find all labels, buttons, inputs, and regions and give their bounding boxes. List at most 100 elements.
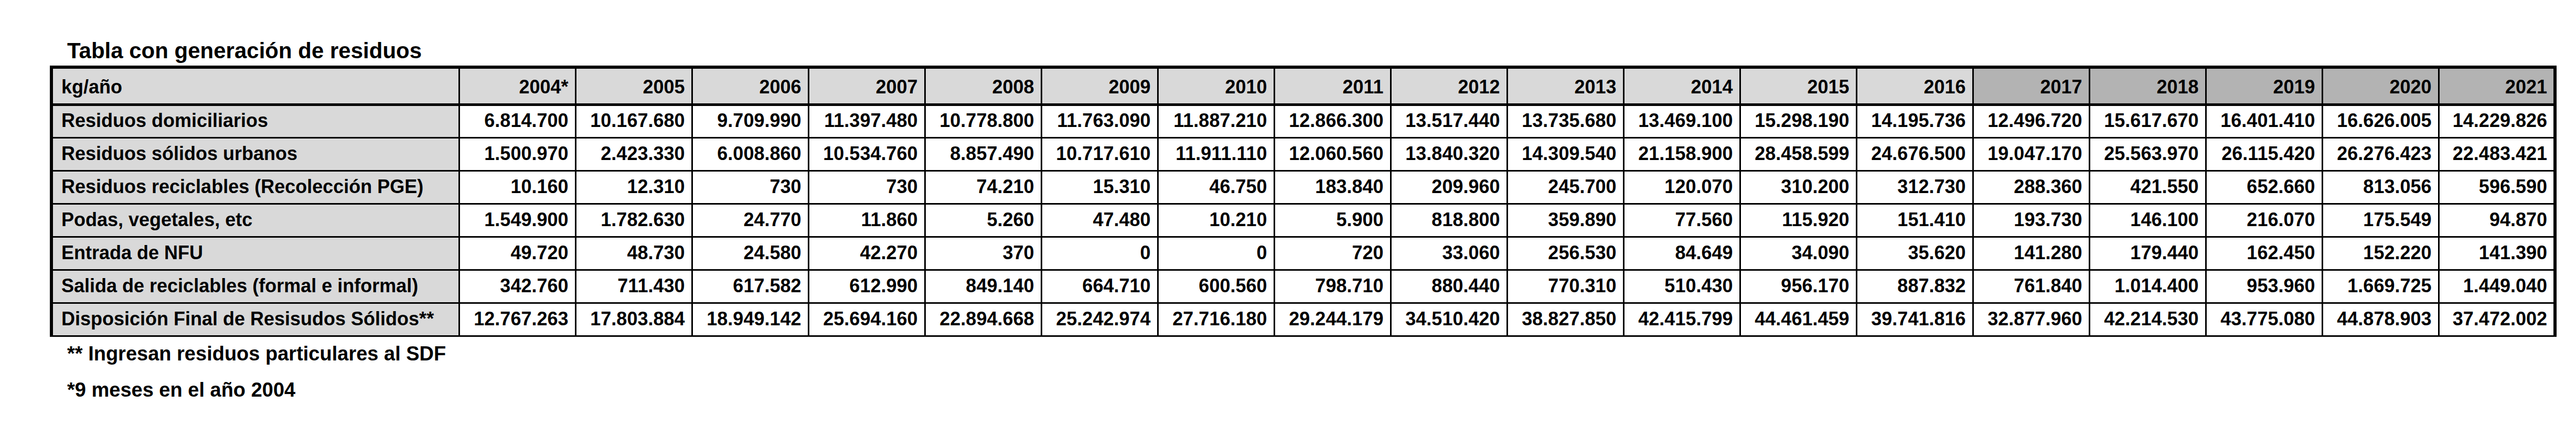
data-cell: 6.008.860 [692,137,808,171]
data-cell: 12.767.263 [459,303,575,336]
data-cell: 37.472.002 [2439,303,2555,336]
data-cell: 27.716.180 [1158,303,1274,336]
data-cell: 312.730 [1856,171,1973,204]
data-cell: 39.741.816 [1856,303,1973,336]
data-cell: 798.710 [1274,270,1391,303]
data-cell: 14.229.826 [2439,104,2555,137]
data-cell: 179.440 [2089,237,2206,270]
data-cell: 25.563.970 [2089,137,2206,171]
table-row: Residuos domiciliarios6.814.70010.167.68… [51,104,2555,137]
data-cell: 1.500.970 [459,137,575,171]
data-cell: 711.430 [575,270,692,303]
data-cell: 11.911.110 [1158,137,1274,171]
data-cell: 730 [808,171,925,204]
data-cell: 887.832 [1856,270,1973,303]
data-cell: 13.735.680 [1507,104,1623,137]
data-cell: 359.890 [1507,204,1623,237]
corner-cell: kg/año [51,67,459,104]
year-header-2020: 2020 [2322,67,2439,104]
data-cell: 730 [692,171,808,204]
data-cell: 21.158.900 [1623,137,1740,171]
year-header-2005: 2005 [575,67,692,104]
data-cell: 209.960 [1391,171,1507,204]
data-cell: 256.530 [1507,237,1623,270]
data-cell: 46.750 [1158,171,1274,204]
data-cell: 1.549.900 [459,204,575,237]
data-cell: 38.827.850 [1507,303,1623,336]
data-cell: 12.310 [575,171,692,204]
data-cell: 11.860 [808,204,925,237]
data-cell: 14.309.540 [1507,137,1623,171]
data-cell: 10.160 [459,171,575,204]
year-header-2010: 2010 [1158,67,1274,104]
data-cell: 151.410 [1856,204,1973,237]
data-cell: 6.814.700 [459,104,575,137]
data-cell: 32.877.960 [1973,303,2089,336]
data-cell: 1.014.400 [2089,270,2206,303]
data-cell: 0 [1041,237,1158,270]
data-cell: 8.857.490 [925,137,1041,171]
data-cell: 26.276.423 [2322,137,2439,171]
data-cell: 77.560 [1623,204,1740,237]
data-cell: 22.894.668 [925,303,1041,336]
data-cell: 813.056 [2322,171,2439,204]
row-label: Salida de reciclables (formal e informal… [51,270,459,303]
data-cell: 25.694.160 [808,303,925,336]
data-cell: 2.423.330 [575,137,692,171]
data-cell: 770.310 [1507,270,1623,303]
data-cell: 183.840 [1274,171,1391,204]
data-cell: 10.534.760 [808,137,925,171]
data-cell: 141.390 [2439,237,2555,270]
data-cell: 370 [925,237,1041,270]
data-cell: 33.060 [1391,237,1507,270]
table-row: Entrada de NFU49.72048.73024.58042.27037… [51,237,2555,270]
row-label: Disposición Final de Resisudos Sólidos** [51,303,459,336]
data-cell: 10.210 [1158,204,1274,237]
data-cell: 22.483.421 [2439,137,2555,171]
data-cell: 617.582 [692,270,808,303]
data-cell: 11.763.090 [1041,104,1158,137]
data-cell: 664.710 [1041,270,1158,303]
footnote-sdf: ** Ingresan residuos particulares al SDF [67,344,446,364]
data-cell: 84.649 [1623,237,1740,270]
data-cell: 193.730 [1973,204,2089,237]
data-cell: 34.090 [1740,237,1856,270]
table-row: Residuos sólidos urbanos1.500.9702.423.3… [51,137,2555,171]
data-cell: 28.458.599 [1740,137,1856,171]
year-header-2004: 2004* [459,67,575,104]
data-cell: 146.100 [2089,204,2206,237]
data-cell: 1.449.040 [2439,270,2555,303]
data-cell: 652.660 [2206,171,2322,204]
data-cell: 29.244.179 [1274,303,1391,336]
footnote-months: *9 meses en el año 2004 [67,380,295,400]
year-header-2007: 2007 [808,67,925,104]
data-cell: 24.580 [692,237,808,270]
data-cell: 42.270 [808,237,925,270]
data-cell: 74.210 [925,171,1041,204]
data-cell: 26.115.420 [2206,137,2322,171]
data-cell: 17.803.884 [575,303,692,336]
data-cell: 14.195.736 [1856,104,1973,137]
year-header-2015: 2015 [1740,67,1856,104]
data-cell: 1.669.725 [2322,270,2439,303]
data-cell: 48.730 [575,237,692,270]
data-cell: 245.700 [1507,171,1623,204]
year-header-2017: 2017 [1973,67,2089,104]
year-header-2019: 2019 [2206,67,2322,104]
year-header-2008: 2008 [925,67,1041,104]
row-label: Entrada de NFU [51,237,459,270]
data-cell: 612.990 [808,270,925,303]
year-header-2016: 2016 [1856,67,1973,104]
row-label: Residuos reciclables (Recolección PGE) [51,171,459,204]
data-cell: 15.617.670 [2089,104,2206,137]
data-cell: 956.170 [1740,270,1856,303]
year-header-2014: 2014 [1623,67,1740,104]
data-cell: 342.760 [459,270,575,303]
data-cell: 15.310 [1041,171,1158,204]
data-cell: 25.242.974 [1041,303,1158,336]
data-cell: 288.360 [1973,171,2089,204]
data-cell: 12.060.560 [1274,137,1391,171]
year-header-2009: 2009 [1041,67,1158,104]
data-cell: 34.510.420 [1391,303,1507,336]
data-cell: 1.782.630 [575,204,692,237]
